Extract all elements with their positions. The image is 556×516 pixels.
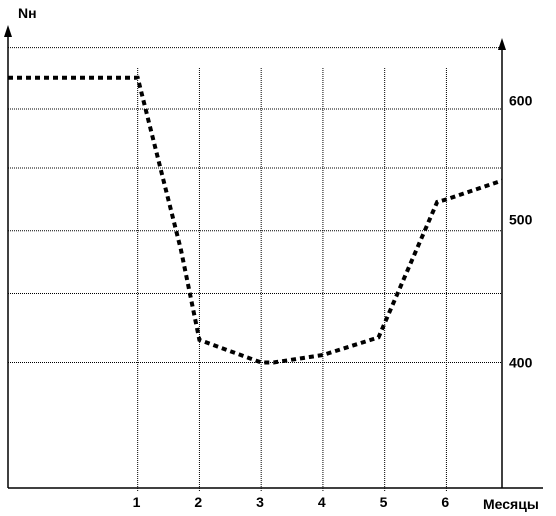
grid xyxy=(8,47,502,492)
left-axis-arrow-icon xyxy=(4,25,12,37)
x-tick-label-1: 1 xyxy=(133,494,141,510)
right-axis-arrow-icon xyxy=(498,38,506,50)
y-tick-label-600: 600 xyxy=(509,92,533,108)
x-axis-title: Месяцы xyxy=(483,496,539,512)
x-tick-label-2: 2 xyxy=(194,494,202,510)
series-line-1 xyxy=(8,75,503,365)
y-tick-label-500: 500 xyxy=(509,211,533,227)
y-tick-label-400: 400 xyxy=(509,355,533,371)
x-tick-label-6: 6 xyxy=(441,494,449,510)
series-layer xyxy=(8,75,503,365)
x-tick-label-4: 4 xyxy=(318,494,326,510)
x-tick-label-5: 5 xyxy=(380,494,388,510)
x-tick-label-3: 3 xyxy=(256,494,264,510)
y-axis-title: Nн xyxy=(18,5,37,21)
tick-labels: 1 2 3 4 5 6 400 500 600 xyxy=(133,92,533,510)
